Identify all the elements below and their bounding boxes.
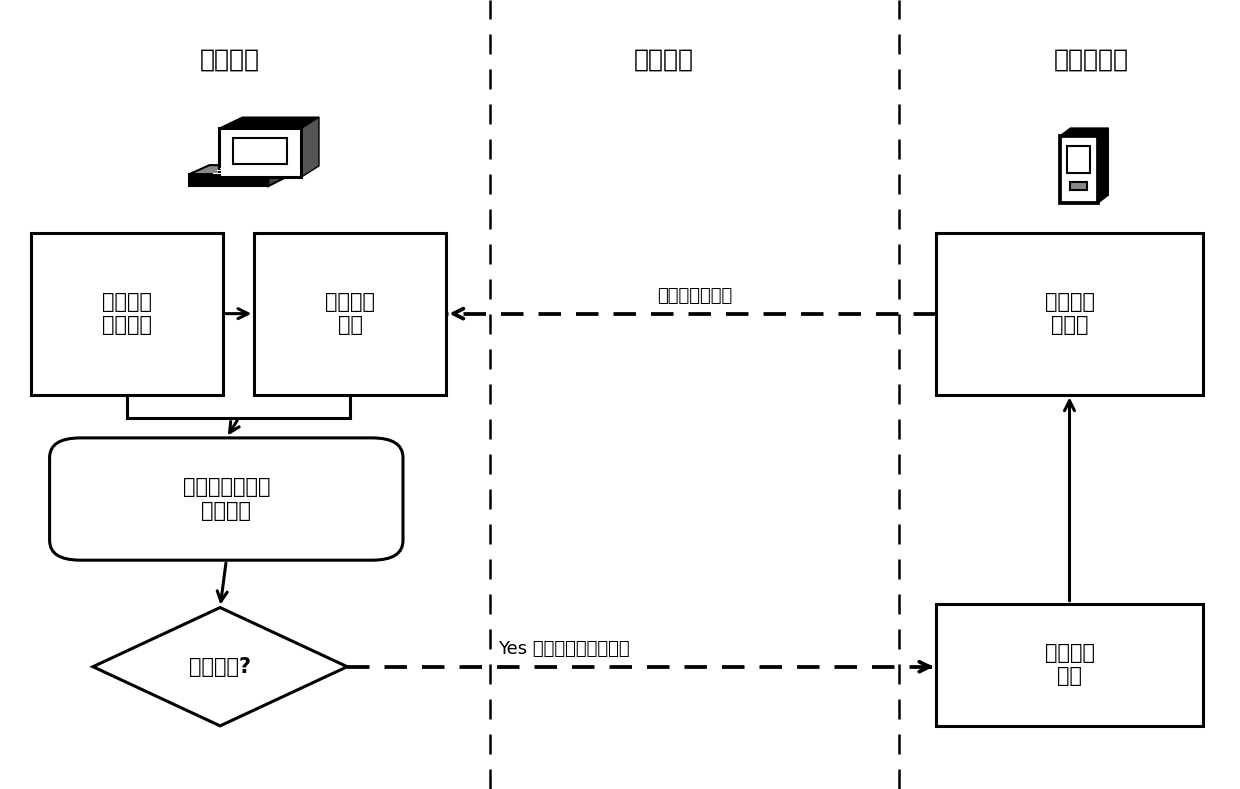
Text: 坐标计算
引擎: 坐标计算 引擎 (325, 292, 376, 335)
Text: 识别参数
配置: 识别参数 配置 (1044, 643, 1095, 686)
FancyBboxPatch shape (50, 438, 403, 560)
Polygon shape (190, 174, 268, 186)
Bar (936, 233, 1203, 394)
Bar (254, 233, 446, 394)
Polygon shape (1060, 128, 1109, 136)
Text: 光电传感器: 光电传感器 (1054, 47, 1128, 71)
Polygon shape (218, 129, 301, 178)
Polygon shape (93, 608, 347, 726)
Text: 节点改变?: 节点改变? (188, 656, 250, 677)
Text: 计算局部发射机
网络节点: 计算局部发射机 网络节点 (182, 477, 270, 521)
Text: 光脉冲时间序列: 光脉冲时间序列 (657, 287, 732, 305)
Text: 测量网络
配置参数: 测量网络 配置参数 (102, 292, 153, 335)
Polygon shape (190, 165, 286, 174)
Polygon shape (1068, 146, 1090, 173)
Text: 测量空间: 测量空间 (634, 47, 693, 71)
Text: Yes 节点发射机转速序列: Yes 节点发射机转速序列 (498, 640, 630, 657)
Polygon shape (1097, 128, 1109, 204)
Polygon shape (301, 117, 319, 178)
Polygon shape (218, 117, 319, 129)
Text: 计算终端: 计算终端 (200, 47, 259, 71)
Polygon shape (1070, 181, 1087, 189)
Bar (31, 233, 223, 394)
Text: 光脉冲识
别算法: 光脉冲识 别算法 (1044, 292, 1095, 335)
Bar (936, 604, 1203, 726)
Polygon shape (1060, 136, 1097, 204)
Polygon shape (233, 138, 288, 163)
Polygon shape (268, 165, 286, 186)
